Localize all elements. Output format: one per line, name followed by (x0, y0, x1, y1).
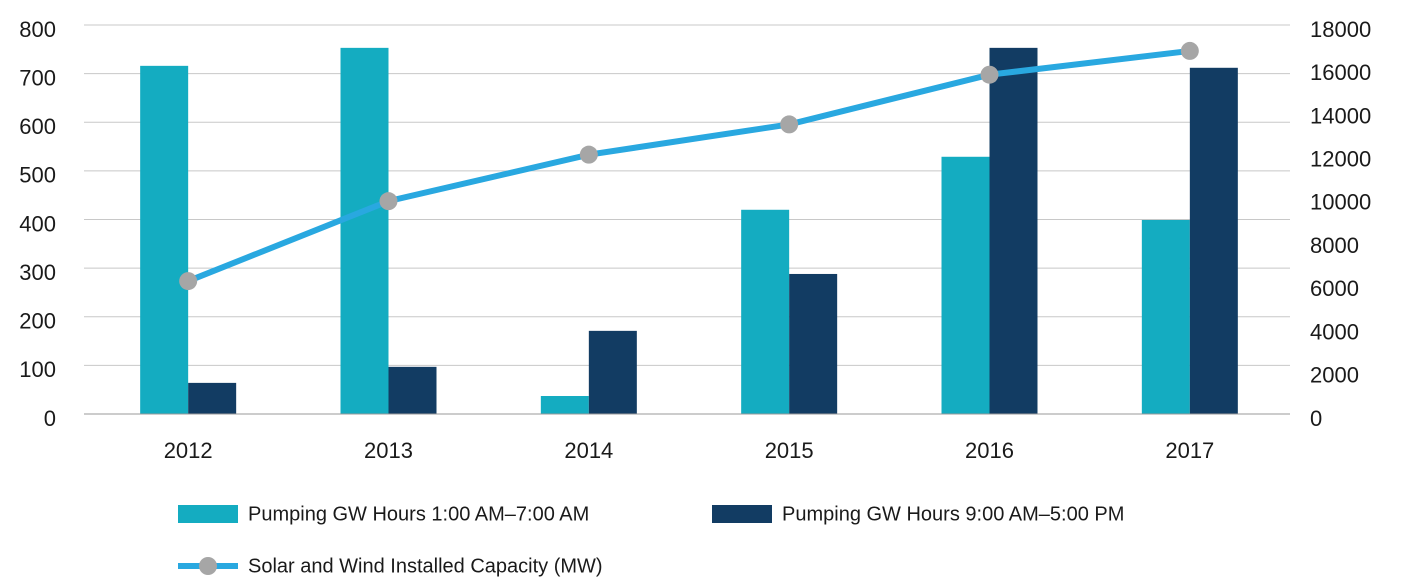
legend-label: Pumping GW Hours 1:00 AM–7:00 AM (248, 503, 589, 525)
y-tick-label: 0 (44, 406, 56, 431)
y2-tick-label: 16000 (1310, 60, 1371, 85)
line (187, 47, 1191, 284)
bar (989, 47, 1038, 414)
bar (340, 47, 389, 414)
bar (941, 156, 990, 414)
marker (980, 65, 999, 84)
y-tick-label: 800 (19, 17, 56, 42)
y-tick-label: 400 (19, 211, 56, 236)
bar (789, 273, 838, 414)
bar (140, 65, 189, 414)
marker (1180, 41, 1199, 60)
marker (579, 145, 598, 164)
x-tick-label: 2015 (765, 438, 814, 463)
marker (379, 192, 398, 211)
legend-swatch (712, 505, 772, 523)
y2-tick-label: 10000 (1310, 190, 1371, 215)
x-tick-label: 2012 (164, 438, 213, 463)
y-tick-label: 100 (19, 357, 56, 382)
y2-tick-label: 4000 (1310, 319, 1359, 344)
y2-tick-label: 0 (1310, 406, 1322, 431)
y-tick-label: 700 (19, 65, 56, 90)
legend-swatch (178, 505, 238, 523)
bar (188, 382, 237, 414)
x-tick-label: 2017 (1165, 438, 1214, 463)
bar (540, 396, 589, 414)
x-tick-label: 2013 (364, 438, 413, 463)
y-tick-label: 300 (19, 260, 56, 285)
y2-tick-label: 2000 (1310, 363, 1359, 388)
legend-marker (199, 557, 217, 575)
bar (588, 330, 637, 414)
y2-tick-label: 14000 (1310, 103, 1371, 128)
y2-tick-label: 18000 (1310, 17, 1371, 42)
y2-tick-label: 6000 (1310, 276, 1359, 301)
bar (1141, 219, 1190, 414)
bar (1189, 67, 1238, 414)
y-tick-label: 500 (19, 163, 56, 188)
marker (179, 272, 198, 291)
bar (388, 366, 437, 414)
y-tick-label: 200 (19, 309, 56, 334)
bar (741, 209, 790, 414)
y-tick-label: 600 (19, 114, 56, 139)
x-tick-label: 2016 (965, 438, 1014, 463)
y2-tick-label: 8000 (1310, 233, 1359, 258)
y2-tick-label: 12000 (1310, 146, 1371, 171)
x-tick-label: 2014 (564, 438, 613, 463)
legend-label: Solar and Wind Installed Capacity (MW) (248, 555, 603, 577)
marker (780, 115, 799, 134)
legend-label: Pumping GW Hours 9:00 AM–5:00 PM (782, 503, 1124, 525)
